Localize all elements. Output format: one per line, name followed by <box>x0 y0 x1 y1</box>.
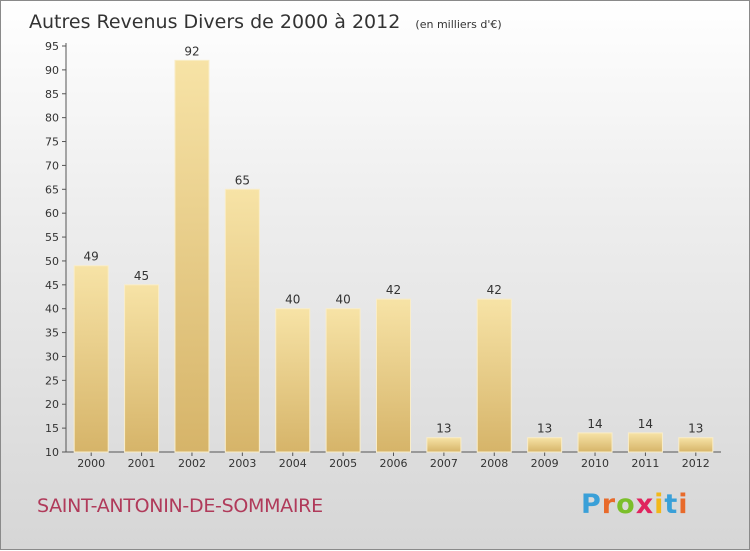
logo-letter: r <box>601 489 617 520</box>
x-tick-label: 2003 <box>228 457 256 470</box>
x-tick-label: 2005 <box>329 457 357 470</box>
bar <box>124 284 160 453</box>
y-tick-label: 80 <box>45 112 59 125</box>
y-tick-label: 70 <box>45 159 59 172</box>
data-label: 92 <box>184 44 199 58</box>
y-tick-label: 95 <box>45 40 59 53</box>
y-tick-label: 35 <box>45 327 59 340</box>
y-tick-label: 25 <box>45 374 59 387</box>
data-label: 40 <box>285 293 300 307</box>
chart-title-group: Autres Revenus Divers de 2000 à 2012 (en… <box>29 11 502 33</box>
data-label: 14 <box>587 417 602 431</box>
data-label: 65 <box>235 173 250 187</box>
data-label: 42 <box>386 283 401 297</box>
logo-letter: i <box>654 489 665 520</box>
logo-letter: i <box>678 489 689 520</box>
x-tick-label: 2004 <box>279 457 307 470</box>
x-tick-label: 2007 <box>430 457 458 470</box>
chart-subtitle: (en milliers d'€) <box>415 18 501 31</box>
y-tick-label: 90 <box>45 64 59 77</box>
x-tick-label: 2001 <box>128 457 156 470</box>
bar <box>527 437 563 453</box>
bar <box>224 188 260 453</box>
y-tick-label: 50 <box>45 255 59 268</box>
data-label: 13 <box>537 422 552 436</box>
bar <box>577 432 613 453</box>
bar <box>325 308 361 453</box>
data-label: 13 <box>688 422 703 436</box>
x-tick-label: 2010 <box>581 457 609 470</box>
data-label: 14 <box>638 417 653 431</box>
axes: 10 15 20 25 30 35 40 45 50 55 60 65 70 75 80 85 90 95 2000… <box>45 40 721 470</box>
logo-letter: x <box>635 489 655 520</box>
proxiti-logo: Proxiti <box>581 489 689 520</box>
y-tick-label: 55 <box>45 231 59 244</box>
y-tick-label: 75 <box>45 136 59 149</box>
y-tick-label: 15 <box>45 422 59 435</box>
bars: 49 45 92 65 40 40 42 13 42 13 14 14 13 <box>73 44 714 453</box>
data-label: 40 <box>335 293 350 307</box>
data-label: 49 <box>84 250 99 264</box>
data-label: 42 <box>487 283 502 297</box>
x-tick-label: 2008 <box>480 457 508 470</box>
bar <box>627 432 663 453</box>
bar <box>426 437 462 453</box>
bar <box>73 265 109 453</box>
bar <box>376 298 411 453</box>
x-tick-label: 2011 <box>631 457 659 470</box>
x-tick-label: 2009 <box>531 457 559 470</box>
y-tick-label: 45 <box>45 279 59 292</box>
data-label: 13 <box>436 422 451 436</box>
y-tick-label: 10 <box>45 446 59 459</box>
bar <box>678 437 714 453</box>
bar <box>174 59 210 453</box>
bar <box>476 298 512 453</box>
logo-letter: P <box>581 489 602 520</box>
logo-letter: o <box>616 489 636 520</box>
x-tick-label: 2006 <box>380 457 408 470</box>
y-tick-label: 40 <box>45 303 59 316</box>
y-tick-label: 60 <box>45 207 59 220</box>
x-tick-label: 2012 <box>682 457 710 470</box>
x-tick-label: 2000 <box>77 457 105 470</box>
commune-name: SAINT-ANTONIN-DE-SOMMAIRE <box>37 495 323 517</box>
y-tick-label: 85 <box>45 88 59 101</box>
y-tick-label: 65 <box>45 183 59 196</box>
logo-letter: t <box>664 489 679 520</box>
data-label: 45 <box>134 269 149 283</box>
chart-title: Autres Revenus Divers de 2000 à 2012 <box>29 11 400 33</box>
y-tick-label: 20 <box>45 398 59 411</box>
y-tick-label: 30 <box>45 350 59 363</box>
x-tick-label: 2002 <box>178 457 206 470</box>
bar <box>275 308 311 453</box>
